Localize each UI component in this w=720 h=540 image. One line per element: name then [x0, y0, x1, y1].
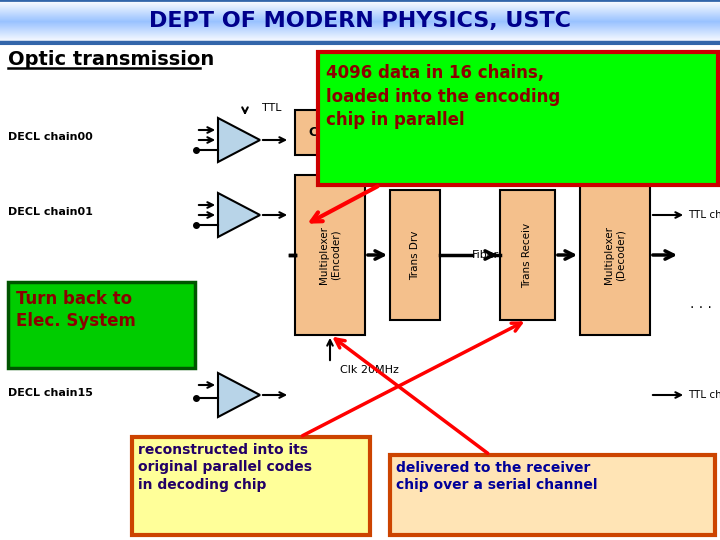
Bar [0, 28, 720, 29]
Text: Trans Receiv: Trans Receiv [522, 222, 532, 288]
Bar [0, 22, 720, 23]
Text: Multiplexer
(Decoder): Multiplexer (Decoder) [604, 226, 626, 284]
Bar [0, 8, 720, 9]
Text: TTL chain00: TTL chain00 [688, 135, 720, 145]
Bar [0, 25, 720, 26]
Bar [0, 14, 720, 15]
Bar [0, 41, 720, 42]
Text: Trans Drv: Trans Drv [410, 231, 420, 280]
Bar [0, 23, 720, 24]
Bar [0, 4, 720, 5]
Bar [390, 190, 440, 320]
Text: TTL chain01: TTL chain01 [688, 210, 720, 220]
Polygon shape [218, 118, 260, 162]
Bar [580, 175, 650, 335]
Bar [0, 40, 720, 41]
Text: Multiplexer
(Encoder): Multiplexer (Encoder) [319, 226, 341, 284]
Text: TTL chain15: TTL chain15 [688, 390, 720, 400]
Text: DECL chain01: DECL chain01 [8, 207, 93, 217]
Bar [0, 32, 720, 33]
Text: Turn back to
Elec. System: Turn back to Elec. System [16, 290, 136, 330]
Bar [0, 10, 720, 11]
Bar [0, 0, 720, 1]
Bar [0, 39, 720, 40]
Bar [0, 3, 720, 4]
Text: DECL chain15: DECL chain15 [8, 388, 93, 398]
Text: Clk 20MHz: Clk 20MHz [340, 365, 399, 375]
Bar [0, 9, 720, 10]
Bar [0, 11, 720, 12]
Text: Contrl: Contrl [594, 126, 636, 139]
Text: 4096 data in 16 chains,
loaded into the encoding
chip in parallel: 4096 data in 16 chains, loaded into the … [326, 64, 560, 129]
Bar [8, 282, 195, 368]
Bar [0, 24, 720, 25]
Bar [295, 175, 365, 335]
Bar [0, 15, 720, 16]
Text: DEPT OF MODERN PHYSICS, USTC: DEPT OF MODERN PHYSICS, USTC [149, 11, 571, 31]
Text: Contrl: Contrl [309, 126, 351, 139]
Bar [500, 190, 555, 320]
Bar [0, 29, 720, 30]
Bar [0, 18, 720, 19]
Bar [580, 110, 650, 155]
Bar [132, 437, 370, 535]
Text: reconstructed into its
original parallel codes
in decoding chip: reconstructed into its original parallel… [138, 443, 312, 491]
Bar [0, 2, 720, 3]
Bar [0, 33, 720, 35]
Bar [0, 30, 720, 31]
Bar [0, 36, 720, 37]
Bar [0, 0, 720, 42]
Bar [0, 19, 720, 20]
Bar [390, 455, 715, 535]
Bar [0, 35, 720, 36]
Bar [318, 52, 718, 185]
Text: Optic transmission: Optic transmission [8, 50, 215, 69]
Polygon shape [218, 193, 260, 237]
Text: delivered to the receiver
chip over a serial channel: delivered to the receiver chip over a se… [396, 461, 598, 492]
Bar [0, 20, 720, 21]
Text: · · ·: · · · [89, 301, 111, 315]
Bar [0, 12, 720, 14]
Bar [0, 1, 720, 2]
Bar [0, 16, 720, 17]
Polygon shape [218, 373, 260, 417]
Bar [0, 21, 720, 22]
Bar [0, 37, 720, 38]
Text: · · ·: · · · [690, 301, 712, 315]
Bar [0, 17, 720, 18]
Text: DECL chain00: DECL chain00 [8, 132, 93, 142]
Text: TTL: TTL [262, 103, 282, 113]
Text: Fiber: Fiber [472, 250, 499, 260]
Bar [0, 31, 720, 32]
Bar [295, 110, 365, 155]
Bar [0, 5, 720, 6]
Bar [0, 38, 720, 39]
Bar [0, 26, 720, 28]
Bar [0, 6, 720, 8]
